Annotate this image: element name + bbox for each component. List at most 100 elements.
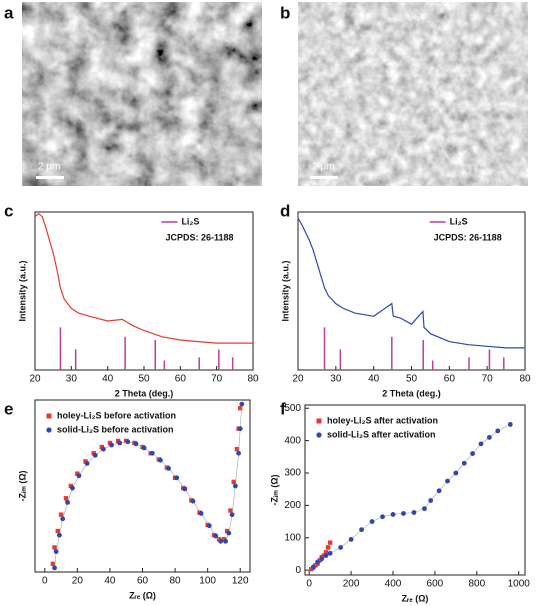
data-point: [453, 470, 459, 476]
data-point: [166, 465, 171, 471]
data-point: [486, 434, 492, 440]
data-point: [461, 460, 467, 466]
data-point: [239, 401, 245, 407]
data-point: [70, 485, 75, 491]
data-point: [182, 486, 188, 492]
data-point: [84, 461, 90, 466]
data-point: [57, 532, 62, 538]
scale-bar: [310, 176, 338, 179]
data-point: [229, 512, 235, 518]
x-tick-label: 1000: [508, 579, 531, 590]
sem-image: [298, 2, 528, 186]
data-point: [327, 550, 333, 556]
legend-note: JCPDS: 26-1188: [165, 232, 233, 242]
data-point: [68, 483, 74, 489]
data-point: [99, 444, 104, 450]
data-point: [234, 446, 240, 452]
data-point: [58, 512, 64, 517]
scale-bar: [36, 176, 64, 179]
data-point: [53, 549, 59, 554]
data-point: [495, 428, 501, 434]
scale-bar-label: 2 μm: [38, 162, 60, 173]
data-line: [34, 212, 253, 344]
data-point: [315, 559, 320, 565]
data-point: [445, 478, 450, 484]
x-tick-label: 80: [519, 374, 531, 385]
x-tick-label: 40: [368, 374, 380, 385]
data-point: [109, 442, 114, 448]
x-tick-label: 80: [170, 576, 182, 587]
x-tick-label: 60: [137, 576, 149, 587]
data-line: [297, 217, 525, 349]
data-point: [310, 564, 316, 570]
x-tick-label: 0: [306, 579, 312, 590]
panel-label: b: [280, 3, 290, 22]
data-point: [117, 440, 123, 446]
legend-note: JCPDS: 26-1188: [434, 232, 502, 242]
data-point: [325, 545, 331, 550]
panel-label: e: [4, 399, 13, 418]
data-point: [507, 422, 513, 427]
data-point: [198, 511, 204, 516]
x-tick-label: 50: [406, 374, 418, 385]
sem-image: [22, 2, 262, 186]
data-point: [75, 471, 80, 476]
panel-label: d: [280, 201, 290, 220]
data-point: [190, 498, 196, 504]
data-point: [50, 561, 56, 567]
legend-label: holey-Li₂S before activation: [57, 410, 176, 420]
data-point: [55, 528, 61, 534]
data-point: [60, 516, 66, 522]
data-point: [319, 556, 325, 562]
x-tick-label: 200: [343, 579, 360, 590]
data-point: [65, 499, 70, 505]
data-point: [91, 451, 96, 456]
data-point: [223, 538, 228, 544]
y-tick-label: 300: [284, 468, 301, 479]
x-tick-label: 70: [482, 374, 494, 385]
x-tick-label: 600: [427, 579, 444, 590]
data-point: [83, 459, 88, 464]
data-point: [359, 527, 364, 533]
y-tick-label: 0: [295, 565, 301, 576]
data-point: [236, 450, 241, 456]
x-axis-label: 2 Theta (deg.): [115, 388, 174, 398]
x-tick-label: 120: [232, 576, 249, 587]
y-axis-label: Intensity (a.u.): [17, 260, 27, 321]
x-tick-label: 40: [104, 576, 116, 587]
legend-marker: [316, 432, 322, 438]
data-point: [380, 514, 385, 520]
panel-label: f: [280, 399, 286, 418]
data-point: [226, 530, 232, 536]
data-point: [149, 450, 155, 456]
data-point: [133, 441, 139, 447]
data-point: [221, 537, 227, 542]
data-point: [428, 498, 434, 503]
data-point: [141, 445, 147, 451]
x-tick-label: 400: [385, 579, 402, 590]
plot-frame: [304, 404, 526, 576]
data-point: [470, 451, 476, 456]
x-tick-label: 80: [247, 374, 259, 385]
data-point: [174, 475, 180, 481]
x-tick-label: 40: [102, 374, 114, 385]
data-point: [52, 545, 57, 550]
legend-label: holey-Li₂S after activation: [327, 415, 438, 425]
data-point: [107, 440, 113, 446]
data-point: [422, 506, 427, 512]
x-tick-label: 100: [199, 576, 216, 587]
y-axis-label: -Zᵢₘ (Ω): [17, 470, 27, 501]
data-point: [224, 528, 230, 534]
x-axis-label: 2 Theta (deg.): [382, 388, 441, 398]
data-point: [237, 426, 243, 432]
x-tick-label: 30: [66, 374, 78, 385]
data-point: [327, 540, 333, 545]
data-point: [231, 479, 236, 485]
data-point: [411, 510, 417, 515]
data-point: [115, 438, 121, 444]
data-point: [401, 511, 406, 516]
y-tick-label: 100: [284, 532, 301, 543]
panel-label: a: [4, 3, 14, 22]
data-point: [63, 496, 69, 501]
